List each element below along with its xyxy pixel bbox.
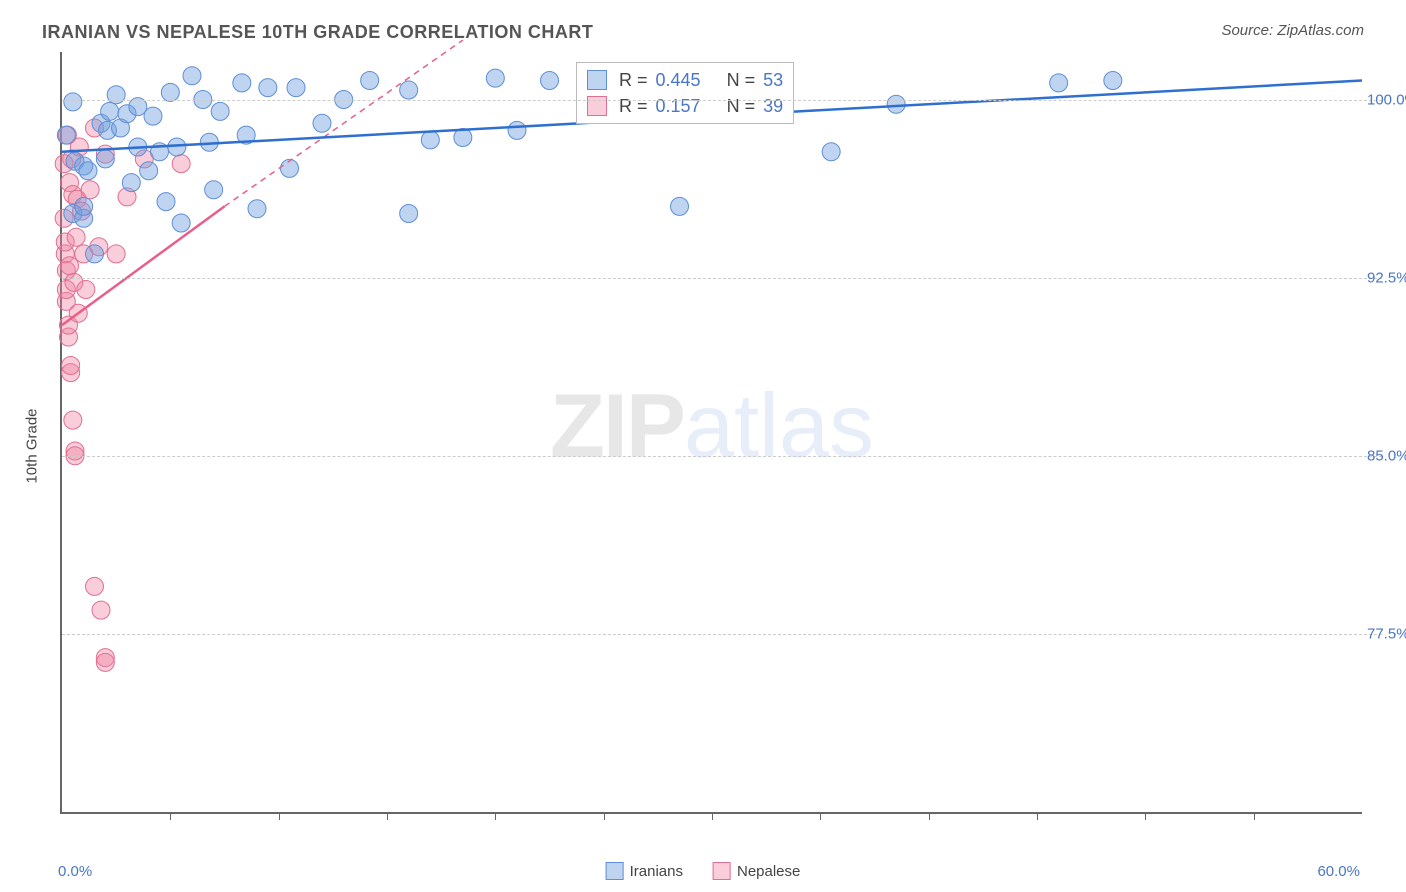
r-label: R = bbox=[619, 70, 648, 91]
x-tick bbox=[712, 812, 713, 820]
chart-container: IRANIAN VS NEPALESE 10TH GRADE CORRELATI… bbox=[0, 0, 1406, 892]
x-tick bbox=[929, 812, 930, 820]
legend-item-iranians: Iranians bbox=[606, 862, 683, 880]
y-tick-label: 85.0% bbox=[1367, 447, 1406, 464]
x-tick bbox=[170, 812, 171, 820]
swatch-iranian-icon bbox=[606, 862, 624, 880]
iranian-n-value: 53 bbox=[763, 70, 783, 91]
grid-line bbox=[62, 456, 1382, 457]
x-tick bbox=[1145, 812, 1146, 820]
legend-label-nepalese: Nepalese bbox=[737, 863, 800, 880]
legend-label-iranians: Iranians bbox=[630, 863, 683, 880]
n-label: N = bbox=[727, 70, 756, 91]
x-tick bbox=[820, 812, 821, 820]
y-tick-label: 100.0% bbox=[1367, 91, 1406, 108]
y-tick-label: 92.5% bbox=[1367, 269, 1406, 286]
iranian-r-value: 0.445 bbox=[656, 70, 701, 91]
x-tick bbox=[604, 812, 605, 820]
swatch-nepalese-icon bbox=[713, 862, 731, 880]
chart-svg bbox=[62, 52, 1362, 812]
legend-row-iranian: R = 0.445 N = 53 bbox=[587, 67, 783, 93]
chart-title: IRANIAN VS NEPALESE 10TH GRADE CORRELATI… bbox=[42, 22, 593, 43]
grid-line bbox=[62, 278, 1382, 279]
x-tick bbox=[1254, 812, 1255, 820]
legend-row-nepalese: R = 0.157 N = 39 bbox=[587, 93, 783, 119]
legend-item-nepalese: Nepalese bbox=[713, 862, 800, 880]
y-axis-label: 10th Grade bbox=[24, 408, 41, 483]
swatch-iranian-icon bbox=[587, 70, 607, 90]
x-tick bbox=[387, 812, 388, 820]
source-label: Source: ZipAtlas.com bbox=[1221, 22, 1364, 39]
legend-bottom: Iranians Nepalese bbox=[606, 862, 801, 880]
x-axis-min-label: 0.0% bbox=[58, 863, 92, 880]
x-tick bbox=[1037, 812, 1038, 820]
grid-line bbox=[62, 634, 1382, 635]
x-axis-max-label: 60.0% bbox=[1317, 863, 1360, 880]
x-tick bbox=[279, 812, 280, 820]
x-tick bbox=[495, 812, 496, 820]
correlation-legend: R = 0.445 N = 53 R = 0.157 N = 39 bbox=[576, 62, 794, 124]
y-tick-label: 77.5% bbox=[1367, 625, 1406, 642]
grid-line bbox=[62, 100, 1382, 101]
plot-area: ZIPatlas R = 0.445 N = 53 R = 0.157 N = … bbox=[60, 52, 1362, 814]
